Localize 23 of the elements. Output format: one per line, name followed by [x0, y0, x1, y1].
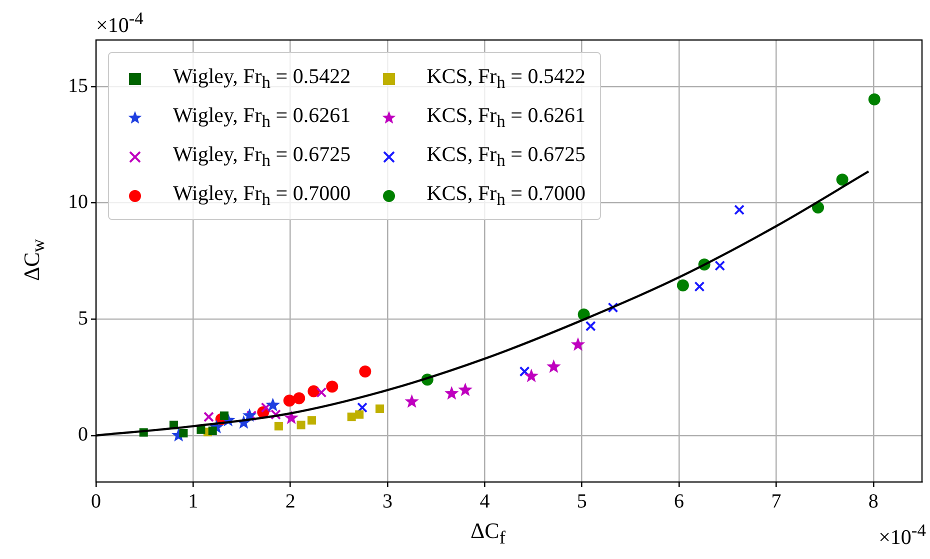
legend-label: KCS, Fr$_{h}$ = 0.7000	[426, 180, 586, 210]
legend-label: Wigley, Fr$_{h}$ = 0.6725	[173, 142, 351, 172]
y-tick-label: 10	[68, 191, 88, 214]
legend-label: KCS, Fr$_{h}$ = 0.6261	[426, 102, 586, 132]
x-tick-label: 4	[480, 490, 490, 512]
legend-label: KCS, Fr$_{h}$ = 0.6725	[426, 142, 586, 172]
text: ×10$^{-4}$	[878, 520, 926, 550]
x-axis-title: ΔC$_{f}$	[470, 518, 506, 548]
x-tick-label: 3	[382, 490, 393, 512]
x-tick-label: 7	[771, 490, 782, 512]
x-tick-label: 1	[188, 490, 198, 512]
y-tick-label: 15	[68, 74, 88, 97]
x-tick-label: 5	[576, 490, 587, 512]
y-tick-label: 5	[78, 307, 88, 330]
x-tick-label: 2	[285, 490, 296, 512]
legend-label: Wigley, Fr$_{h}$ = 0.7000	[173, 180, 351, 210]
legend-label: Wigley, Fr$_{h}$ = 0.6261	[173, 102, 351, 132]
legend-label: Wigley, Fr$_{h}$ = 0.5422	[173, 64, 351, 94]
legend-label: KCS, Fr$_{h}$ = 0.5422	[426, 64, 586, 94]
text: ×10$^{-4}$	[96, 8, 144, 38]
y-tick-label: 0	[78, 424, 88, 446]
x-tick-label: 6	[674, 490, 684, 512]
x-tick-label: 8	[868, 490, 878, 512]
